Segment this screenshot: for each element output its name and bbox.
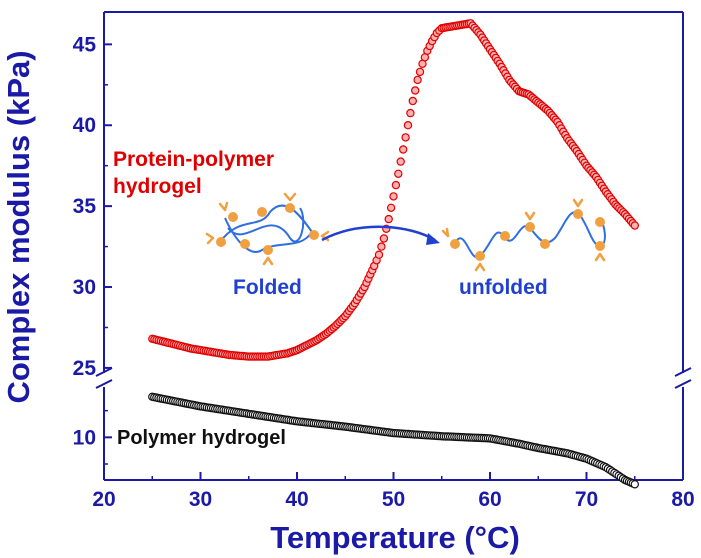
x-tick-label: 70 xyxy=(575,488,598,511)
x-tick-label: 20 xyxy=(92,488,115,511)
transition-arrow-icon xyxy=(321,225,440,245)
protein-data-point xyxy=(394,169,403,178)
y-tick-label: 25 xyxy=(73,357,97,380)
unfolded-label: unfolded xyxy=(459,276,548,299)
folded-protein-schematic-icon xyxy=(205,192,330,266)
protein-data-point xyxy=(406,108,415,118)
protein-data-point xyxy=(377,242,386,251)
x-tick-label: 40 xyxy=(285,488,308,511)
protein-data-point xyxy=(399,145,408,154)
protein-data-point xyxy=(374,250,384,259)
y-tick-label: 10 xyxy=(73,426,96,449)
protein-polymer-hydrogel-series xyxy=(148,19,640,361)
x-axis-title: Temperature (°C) xyxy=(270,520,520,555)
x-tick-label: 80 xyxy=(671,488,694,511)
protein-data-point xyxy=(389,192,398,201)
x-tick-label: 60 xyxy=(478,488,501,511)
ticks: 20 30 40 50 60 70 80 25 30 35 40 45 10 xyxy=(73,33,695,511)
y-tick-label: 30 xyxy=(73,276,96,299)
polymer-hydrogel-series xyxy=(148,392,640,489)
protein-data-point xyxy=(403,120,413,130)
polymer-data-point xyxy=(630,480,640,489)
y-tick-label: 45 xyxy=(73,33,97,56)
folded-label: Folded xyxy=(233,276,302,299)
x-tick-label: 50 xyxy=(382,488,405,511)
y-tick-label: 40 xyxy=(73,114,96,137)
protein-series-label-line1: Protein-polymer xyxy=(113,148,274,171)
protein-data-point xyxy=(408,96,417,106)
y-tick-label: 35 xyxy=(73,195,97,218)
right-axis-break-mark xyxy=(674,367,692,389)
protein-data-point xyxy=(386,203,396,212)
y-axis-title: Complex modulus (kPa) xyxy=(1,50,36,403)
protein-data-point xyxy=(401,133,410,142)
x-tick-label: 30 xyxy=(189,488,212,511)
protein-data-point xyxy=(413,75,422,85)
protein-data-point xyxy=(415,67,425,77)
y-axis-break-mark xyxy=(95,367,113,389)
protein-data-point xyxy=(384,214,393,224)
polymer-series-label: Polymer hydrogel xyxy=(117,427,286,449)
protein-data-point xyxy=(630,221,640,230)
protein-data-point xyxy=(379,234,389,243)
unfolded-protein-schematic-icon xyxy=(441,198,606,272)
protein-data-point xyxy=(396,157,405,166)
protein-data-point xyxy=(391,180,401,190)
protein-data-point xyxy=(411,86,420,95)
protein-series-label-line2: hydrogel xyxy=(113,175,202,198)
